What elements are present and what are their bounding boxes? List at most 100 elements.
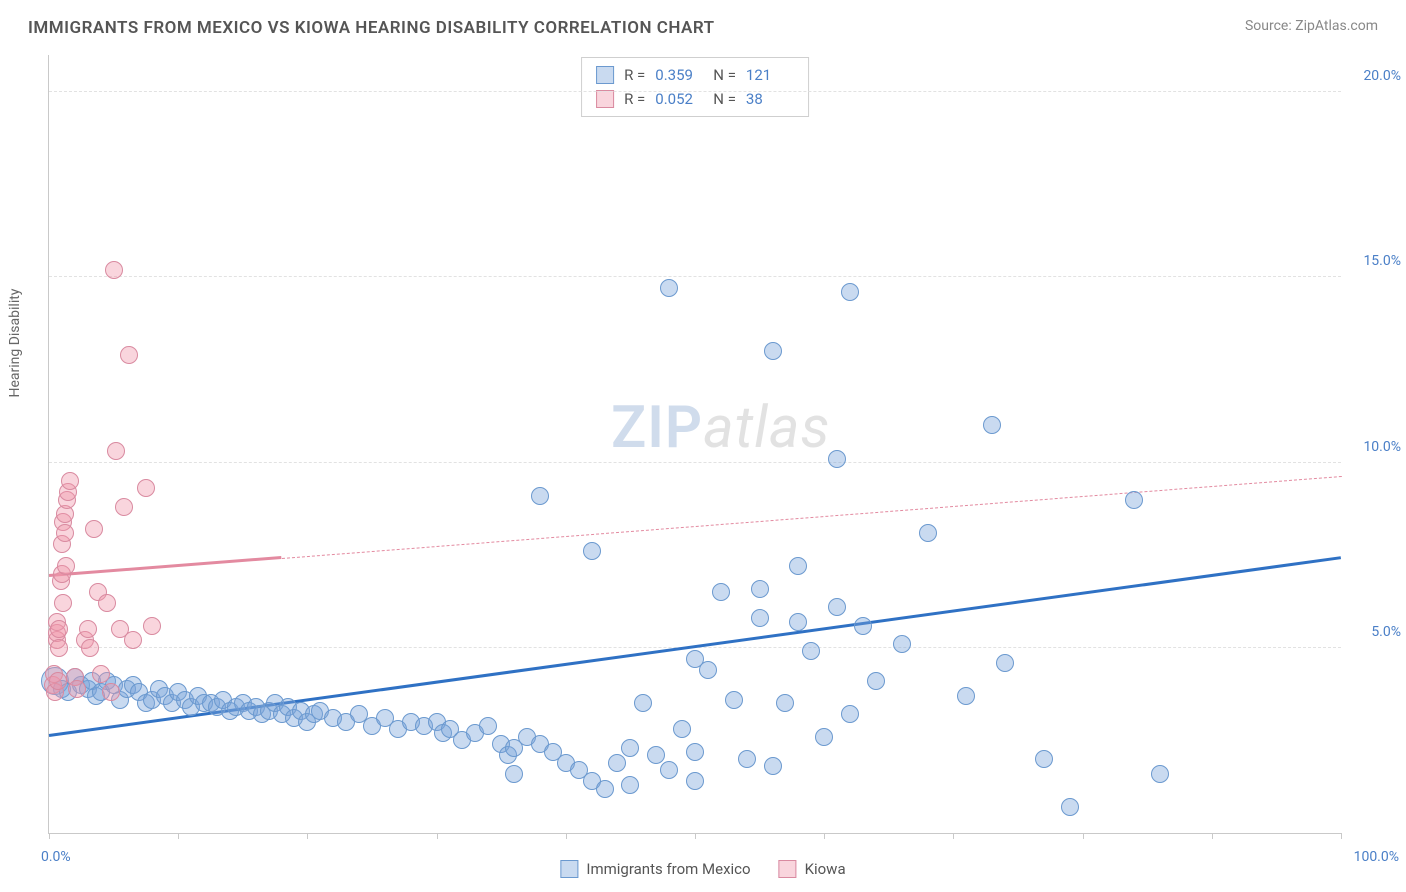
data-point [660, 279, 678, 297]
stats-row: R = 0.359 N = 121 [596, 63, 794, 87]
data-point [92, 665, 110, 683]
swatch-series-1 [596, 66, 614, 84]
x-axis-max-label: 100.0% [1354, 849, 1399, 865]
data-point [479, 717, 497, 735]
r-label: R = [624, 63, 645, 87]
data-point [738, 750, 756, 768]
data-point [505, 765, 523, 783]
source-name: ZipAtlas.com [1295, 18, 1378, 34]
data-point [583, 542, 601, 560]
data-point [686, 772, 704, 790]
data-point [983, 416, 1001, 434]
data-point [120, 346, 138, 364]
chart-title: IMMIGRANTS FROM MEXICO VS KIOWA HEARING … [28, 18, 715, 38]
source-prefix: Source: [1245, 18, 1295, 34]
x-tick [1341, 833, 1342, 839]
x-tick [695, 833, 696, 839]
data-point [115, 498, 133, 516]
watermark-atlas: atlas [703, 394, 830, 462]
legend: Immigrants from Mexico Kiowa [560, 860, 845, 878]
n-value-1: 121 [746, 63, 794, 87]
data-point [725, 691, 743, 709]
x-tick [307, 833, 308, 839]
data-point [751, 580, 769, 598]
x-tick [566, 833, 567, 839]
x-tick [953, 833, 954, 839]
gridline [49, 91, 1341, 92]
r-value-1: 0.359 [655, 63, 703, 87]
data-point [1061, 798, 1079, 816]
data-point [61, 472, 79, 490]
x-tick [49, 833, 50, 839]
data-point [957, 687, 975, 705]
data-point [124, 631, 142, 649]
data-point [50, 620, 68, 638]
legend-label-2: Kiowa [805, 860, 846, 878]
data-point [802, 642, 820, 660]
data-point [841, 705, 859, 723]
data-point [764, 757, 782, 775]
source-attribution: Source: ZipAtlas.com [1245, 18, 1378, 34]
data-point [828, 598, 846, 616]
swatch-series-1 [560, 860, 578, 878]
data-point [828, 450, 846, 468]
data-point [815, 728, 833, 746]
watermark-zip: ZIP [611, 394, 703, 462]
x-tick [437, 833, 438, 839]
data-point [98, 594, 116, 612]
watermark: ZIPatlas [611, 394, 830, 462]
data-point [102, 683, 120, 701]
data-point [54, 594, 72, 612]
data-point [699, 661, 717, 679]
data-point [50, 639, 68, 657]
data-point [686, 743, 704, 761]
data-point [621, 776, 639, 794]
data-point [531, 487, 549, 505]
data-point [634, 694, 652, 712]
x-tick [1083, 833, 1084, 839]
data-point [68, 680, 86, 698]
data-point [996, 654, 1014, 672]
x-tick [1212, 833, 1213, 839]
data-point [56, 524, 74, 542]
data-point [1125, 491, 1143, 509]
data-point [854, 617, 872, 635]
data-point [712, 583, 730, 601]
data-point [841, 283, 859, 301]
data-point [776, 694, 794, 712]
data-point [107, 442, 125, 460]
data-point [596, 780, 614, 798]
data-point [789, 613, 807, 631]
data-point [85, 520, 103, 538]
y-tick-label: 20.0% [1363, 68, 1401, 84]
gridline [49, 462, 1341, 463]
data-point [1151, 765, 1169, 783]
legend-item: Immigrants from Mexico [560, 860, 750, 878]
gridline [49, 276, 1341, 277]
x-tick [178, 833, 179, 839]
data-point [751, 609, 769, 627]
x-axis-min-label: 0.0% [41, 849, 71, 865]
x-tick [824, 833, 825, 839]
data-point [137, 479, 155, 497]
swatch-series-2 [596, 90, 614, 108]
data-point [789, 557, 807, 575]
data-point [673, 720, 691, 738]
n-label: N = [713, 63, 736, 87]
y-tick-label: 15.0% [1363, 253, 1401, 269]
data-point [57, 557, 75, 575]
data-point [105, 261, 123, 279]
data-point [647, 746, 665, 764]
data-point [81, 639, 99, 657]
data-point [867, 672, 885, 690]
data-point [79, 620, 97, 638]
y-tick-label: 10.0% [1363, 439, 1401, 455]
data-point [608, 754, 626, 772]
data-point [660, 761, 678, 779]
plot-area: ZIPatlas R = 0.359 N = 121 R = 0.052 N =… [49, 55, 1341, 833]
trend-line [49, 556, 282, 577]
data-point [621, 739, 639, 757]
data-point [1035, 750, 1053, 768]
y-tick-label: 5.0% [1371, 624, 1401, 640]
data-point [893, 635, 911, 653]
